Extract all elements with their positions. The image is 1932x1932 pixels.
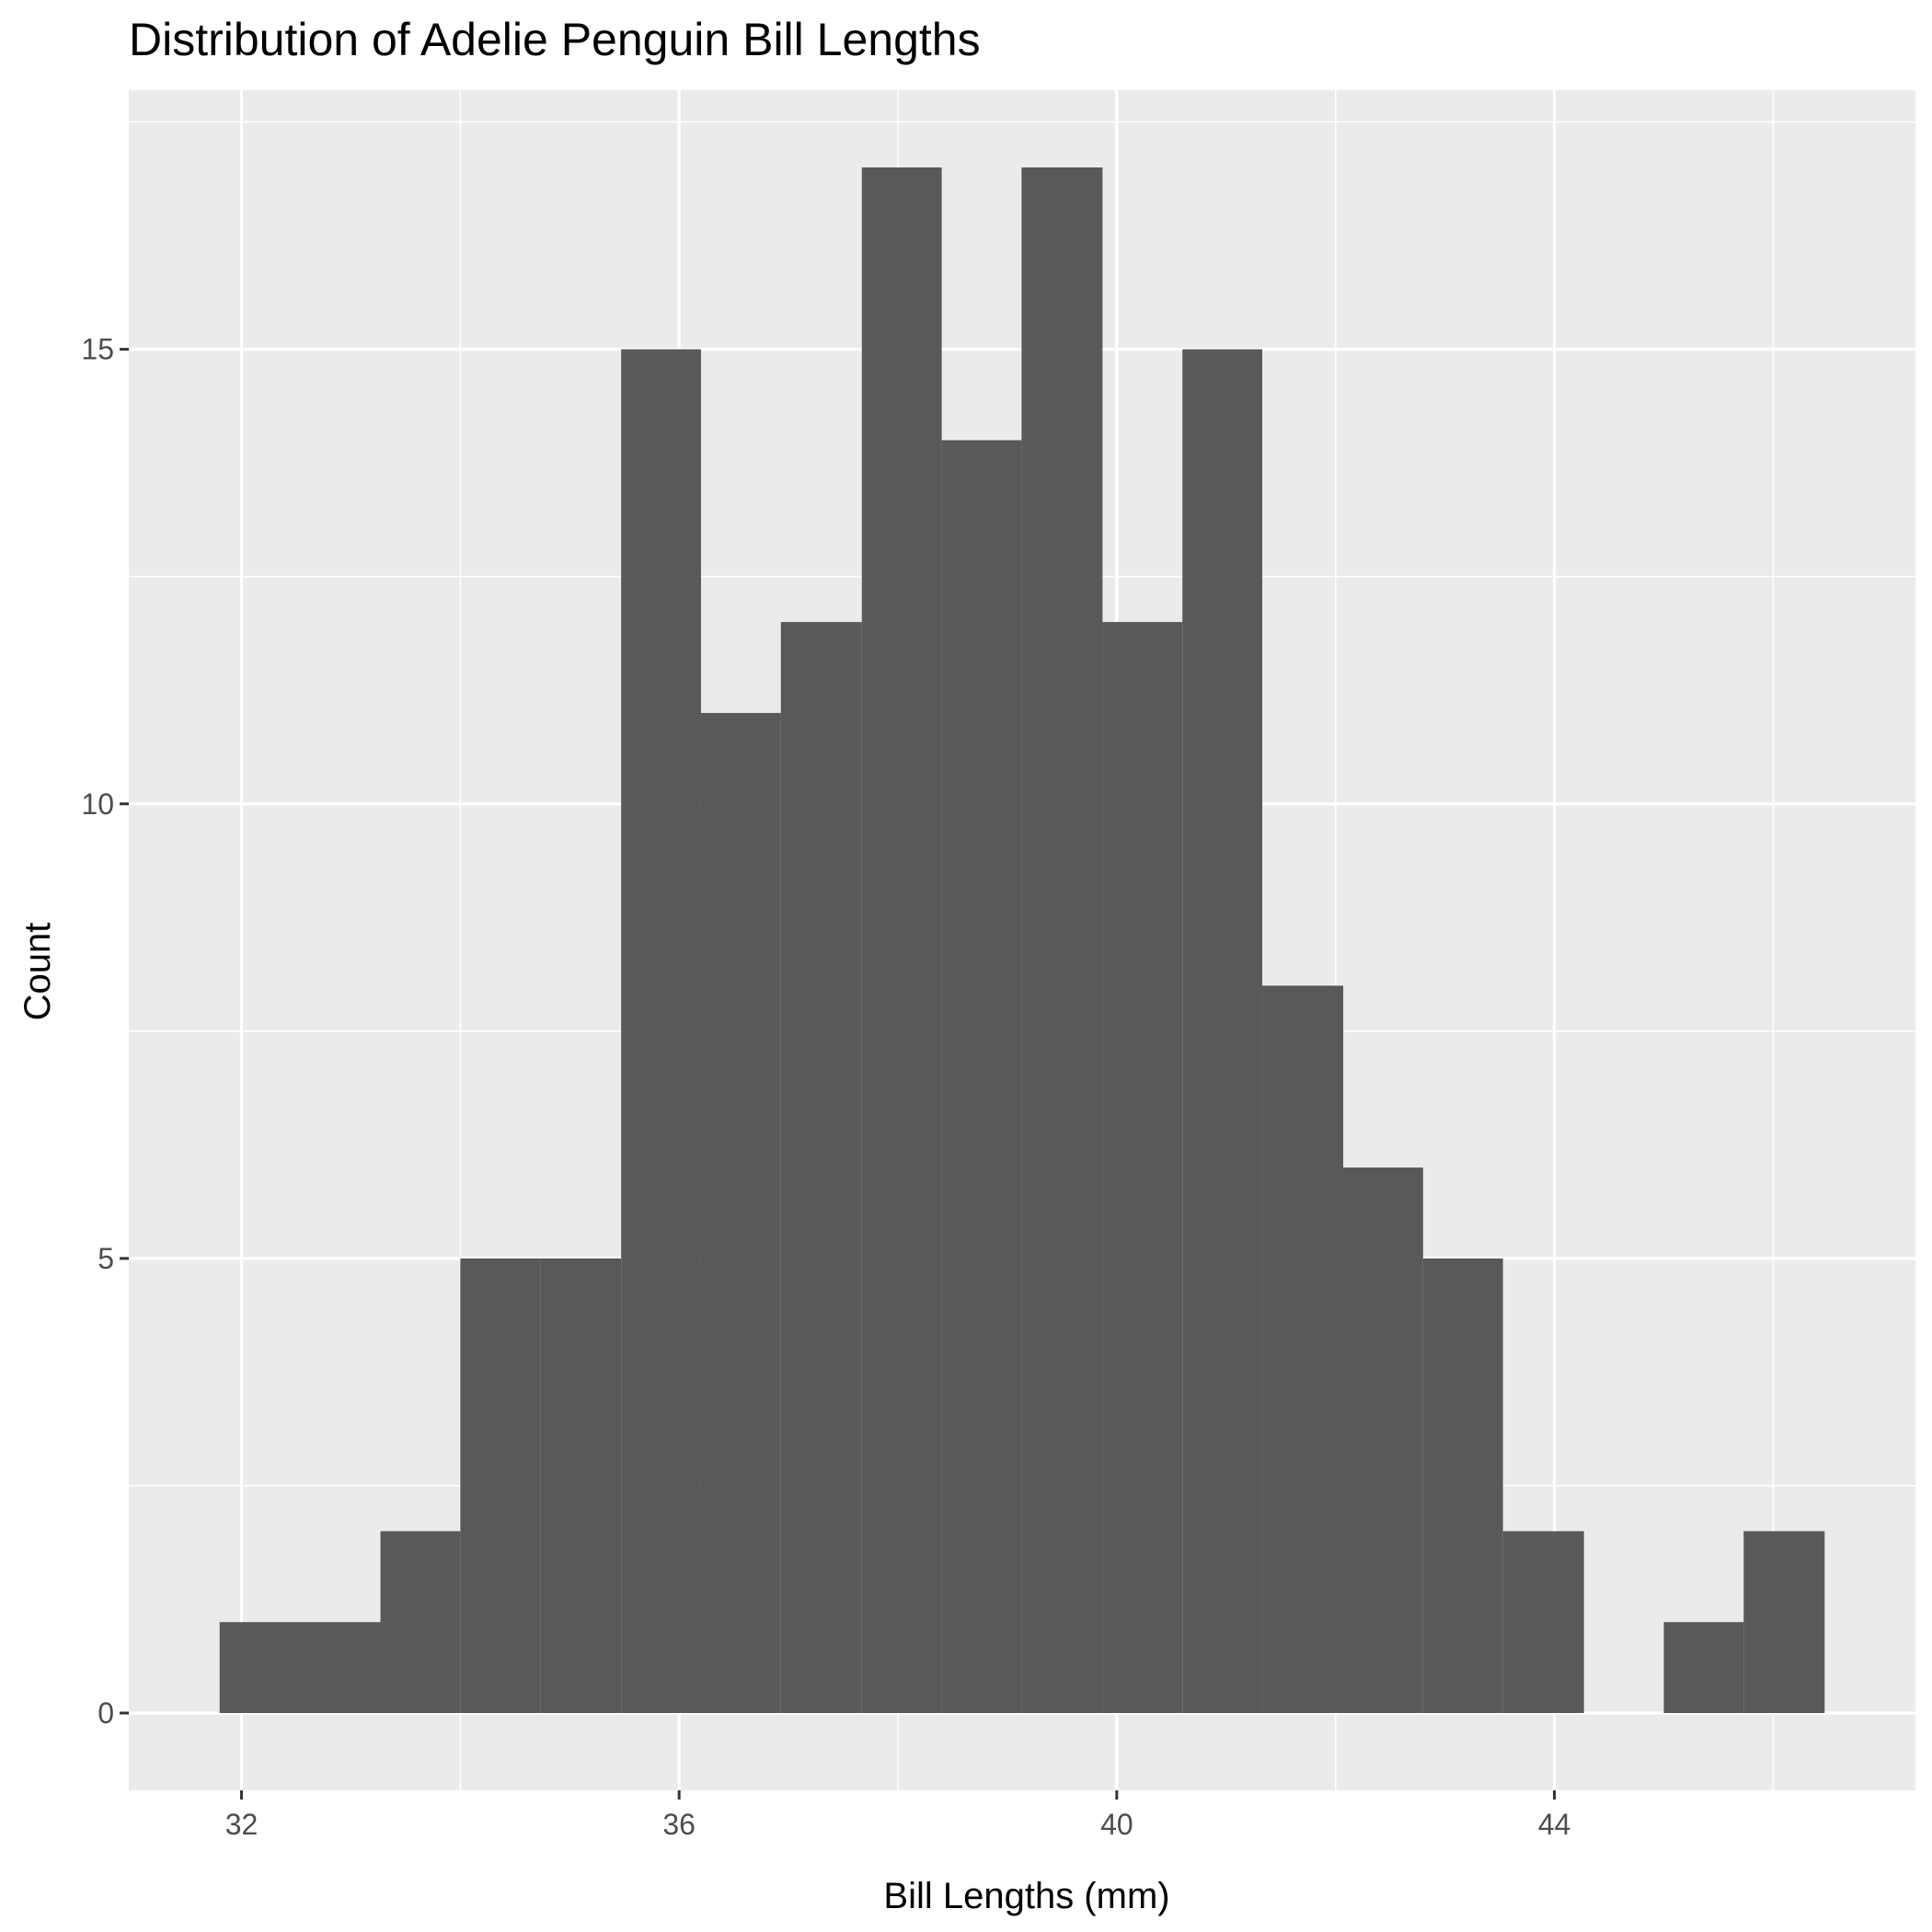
y-tick-label: 5: [98, 1242, 114, 1275]
y-tick-label: 10: [81, 788, 114, 821]
histogram-bar: [1182, 349, 1263, 1713]
y-tick-label: 15: [81, 333, 114, 366]
histogram-bar: [1262, 985, 1344, 1713]
chart-title: Distribution of Adelie Penguin Bill Leng…: [129, 14, 981, 65]
y-axis: 0 5 10 15: [81, 333, 129, 1730]
histogram-bar: [621, 349, 701, 1713]
histogram-bar: [700, 712, 781, 1713]
histogram-bar: [460, 1258, 541, 1713]
histogram-bar: [780, 622, 862, 1713]
x-tick-label: 44: [1538, 1808, 1571, 1841]
y-tick-label: 0: [98, 1696, 114, 1730]
histogram-bar: [1102, 622, 1183, 1713]
histogram-bar: [941, 440, 1022, 1713]
histogram-bar: [1021, 167, 1103, 1713]
histogram-bar: [380, 1531, 461, 1713]
histogram-bar: [219, 1622, 300, 1713]
x-tick-label: 32: [225, 1808, 259, 1841]
histogram-bars: [219, 167, 1825, 1713]
x-axis-title: Bill Lengths (mm): [883, 1876, 1169, 1916]
histogram-bar: [540, 1258, 622, 1713]
histogram-bar: [1422, 1258, 1503, 1713]
x-tick-label: 36: [662, 1808, 696, 1841]
histogram-bar: [861, 167, 942, 1713]
histogram-bar: [1663, 1622, 1744, 1713]
histogram-bar: [1502, 1531, 1584, 1713]
histogram-bar: [1343, 1167, 1423, 1713]
x-axis: 32 36 40 44: [225, 1790, 1571, 1841]
histogram-bar: [299, 1622, 381, 1713]
x-tick-label: 40: [1100, 1808, 1133, 1841]
histogram-bar: [1743, 1531, 1825, 1713]
y-axis-title: Count: [17, 923, 58, 1021]
